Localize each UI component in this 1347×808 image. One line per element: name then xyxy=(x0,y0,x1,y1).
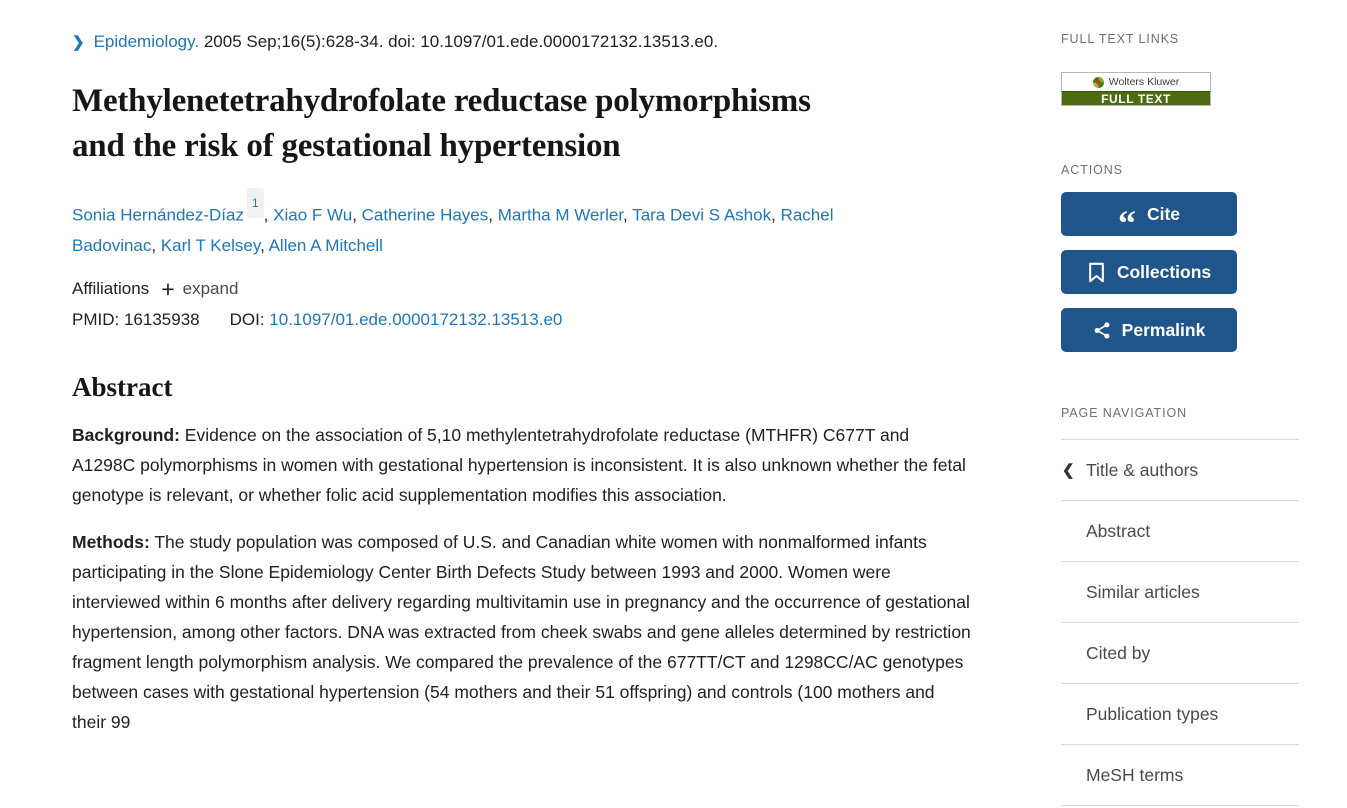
wolters-kluwer-logo-icon xyxy=(1092,76,1104,88)
affiliations-row: Affiliations + expand xyxy=(72,275,972,302)
citation-row: ❯ Epidemiology. 2005 Sep;16(5):628-34. d… xyxy=(72,30,972,55)
abstract-background-paragraph: Background: Evidence on the association … xyxy=(72,420,972,510)
author-separator: , xyxy=(263,205,274,225)
sidebar: FULL TEXT LINKS Wolters Kluwer FULL TEXT… xyxy=(1061,30,1299,806)
cite-button[interactable]: “ Cite xyxy=(1061,192,1237,241)
chevron-right-icon[interactable]: ❯ xyxy=(72,34,85,51)
background-text: Evidence on the association of 5,10 meth… xyxy=(72,424,966,505)
plus-icon: + xyxy=(161,275,175,302)
author-link[interactable]: Tara Devi S Ashok xyxy=(632,205,772,225)
abstract-methods-paragraph: Methods: The study population was compos… xyxy=(72,527,972,737)
author-link[interactable]: Sonia Hernández-Díaz xyxy=(72,205,244,225)
article-main: ❯ Epidemiology. 2005 Sep;16(5):628-34. d… xyxy=(72,30,972,737)
expand-affiliations-button[interactable]: + expand xyxy=(161,275,239,302)
author-separator: , xyxy=(771,205,781,225)
wolters-kluwer-brand-row: Wolters Kluwer xyxy=(1062,73,1210,91)
quote-icon: “ xyxy=(1117,203,1136,243)
nav-item-similar-articles[interactable]: Similar articles xyxy=(1061,562,1299,623)
pmid-label: PMID: xyxy=(72,309,120,329)
bookmark-icon xyxy=(1088,262,1104,282)
abstract-heading: Abstract xyxy=(72,371,173,402)
pmid-value: 16135938 xyxy=(123,309,200,329)
nav-item-label: Abstract xyxy=(1086,520,1151,541)
affiliations-label: Affiliations xyxy=(72,278,150,298)
nav-item-title-authors[interactable]: ❮ Title & authors xyxy=(1061,440,1299,501)
author-link[interactable]: Rachel Badovinac xyxy=(72,205,834,255)
nav-item-abstract[interactable]: Abstract xyxy=(1061,501,1299,562)
doi-link[interactable]: 10.1097/01.ede.0000172132.13513.e0 xyxy=(269,309,563,329)
share-icon xyxy=(1094,321,1110,339)
page-title: Methylenetetrahydrofolate reductase poly… xyxy=(72,83,811,164)
author-link[interactable]: Martha M Werler xyxy=(497,205,624,225)
identifiers-row: PMID: 16135938 DOI: 10.1097/01.ede.00001… xyxy=(72,308,972,332)
collections-button[interactable]: Collections xyxy=(1061,250,1237,294)
collections-button-label: Collections xyxy=(1116,261,1212,282)
authors-list: Sonia Hernández-Díaz1, Xiao F Wu, Cather… xyxy=(72,188,908,261)
pmid-group: PMID: 16135938 xyxy=(72,308,200,332)
nav-item-label: MeSH terms xyxy=(1086,764,1184,785)
permalink-button[interactable]: Permalink xyxy=(1061,308,1237,352)
permalink-button-label: Permalink xyxy=(1121,319,1206,340)
author-link[interactable]: Catherine Hayes xyxy=(361,205,489,225)
author-link[interactable]: Karl T Kelsey xyxy=(160,235,261,255)
doi-label: DOI: xyxy=(229,309,265,329)
full-text-button-label: FULL TEXT xyxy=(1062,91,1210,106)
nav-item-publication-types[interactable]: Publication types xyxy=(1061,684,1299,745)
page-navigation-list: ❮ Title & authors Abstract Similar artic… xyxy=(1061,439,1299,806)
nav-item-mesh-terms[interactable]: MeSH terms xyxy=(1061,745,1299,806)
actions-label: ACTIONS xyxy=(1061,163,1123,177)
author-separator: , xyxy=(623,205,633,225)
citation-details: 2005 Sep;16(5):628-34. doi: 10.1097/01.e… xyxy=(203,32,719,51)
author-separator: , xyxy=(488,205,498,225)
methods-label: Methods: xyxy=(72,531,150,552)
author-separator: , xyxy=(352,205,362,225)
wolters-kluwer-full-text-button[interactable]: Wolters Kluwer FULL TEXT xyxy=(1061,72,1211,106)
methods-text: The study population was composed of U.S… xyxy=(72,531,971,732)
nav-item-label: Title & authors xyxy=(1086,459,1199,480)
wolters-kluwer-brand-label: Wolters Kluwer xyxy=(1108,76,1180,88)
expand-label: expand xyxy=(182,278,239,298)
affiliation-superscript[interactable]: 1 xyxy=(246,188,264,218)
full-text-links-label: FULL TEXT LINKS xyxy=(1061,32,1180,46)
background-label: Background: xyxy=(72,424,180,445)
doi-group: DOI: 10.1097/01.ede.0000172132.13513.e0 xyxy=(230,308,563,332)
nav-item-label: Publication types xyxy=(1086,703,1219,724)
nav-item-label: Similar articles xyxy=(1086,581,1200,602)
nav-item-cited-by[interactable]: Cited by xyxy=(1061,623,1299,684)
page-navigation-label: PAGE NAVIGATION xyxy=(1061,406,1188,420)
journal-link[interactable]: Epidemiology. xyxy=(93,32,200,51)
nav-item-label: Cited by xyxy=(1086,642,1151,663)
author-link[interactable]: Allen A Mitchell xyxy=(268,235,383,255)
author-link[interactable]: Xiao F Wu xyxy=(273,205,353,225)
chevron-left-icon: ❮ xyxy=(1062,462,1075,479)
author-separator: , xyxy=(151,235,161,255)
cite-button-label: Cite xyxy=(1146,203,1181,224)
author-separator: , xyxy=(260,235,269,255)
